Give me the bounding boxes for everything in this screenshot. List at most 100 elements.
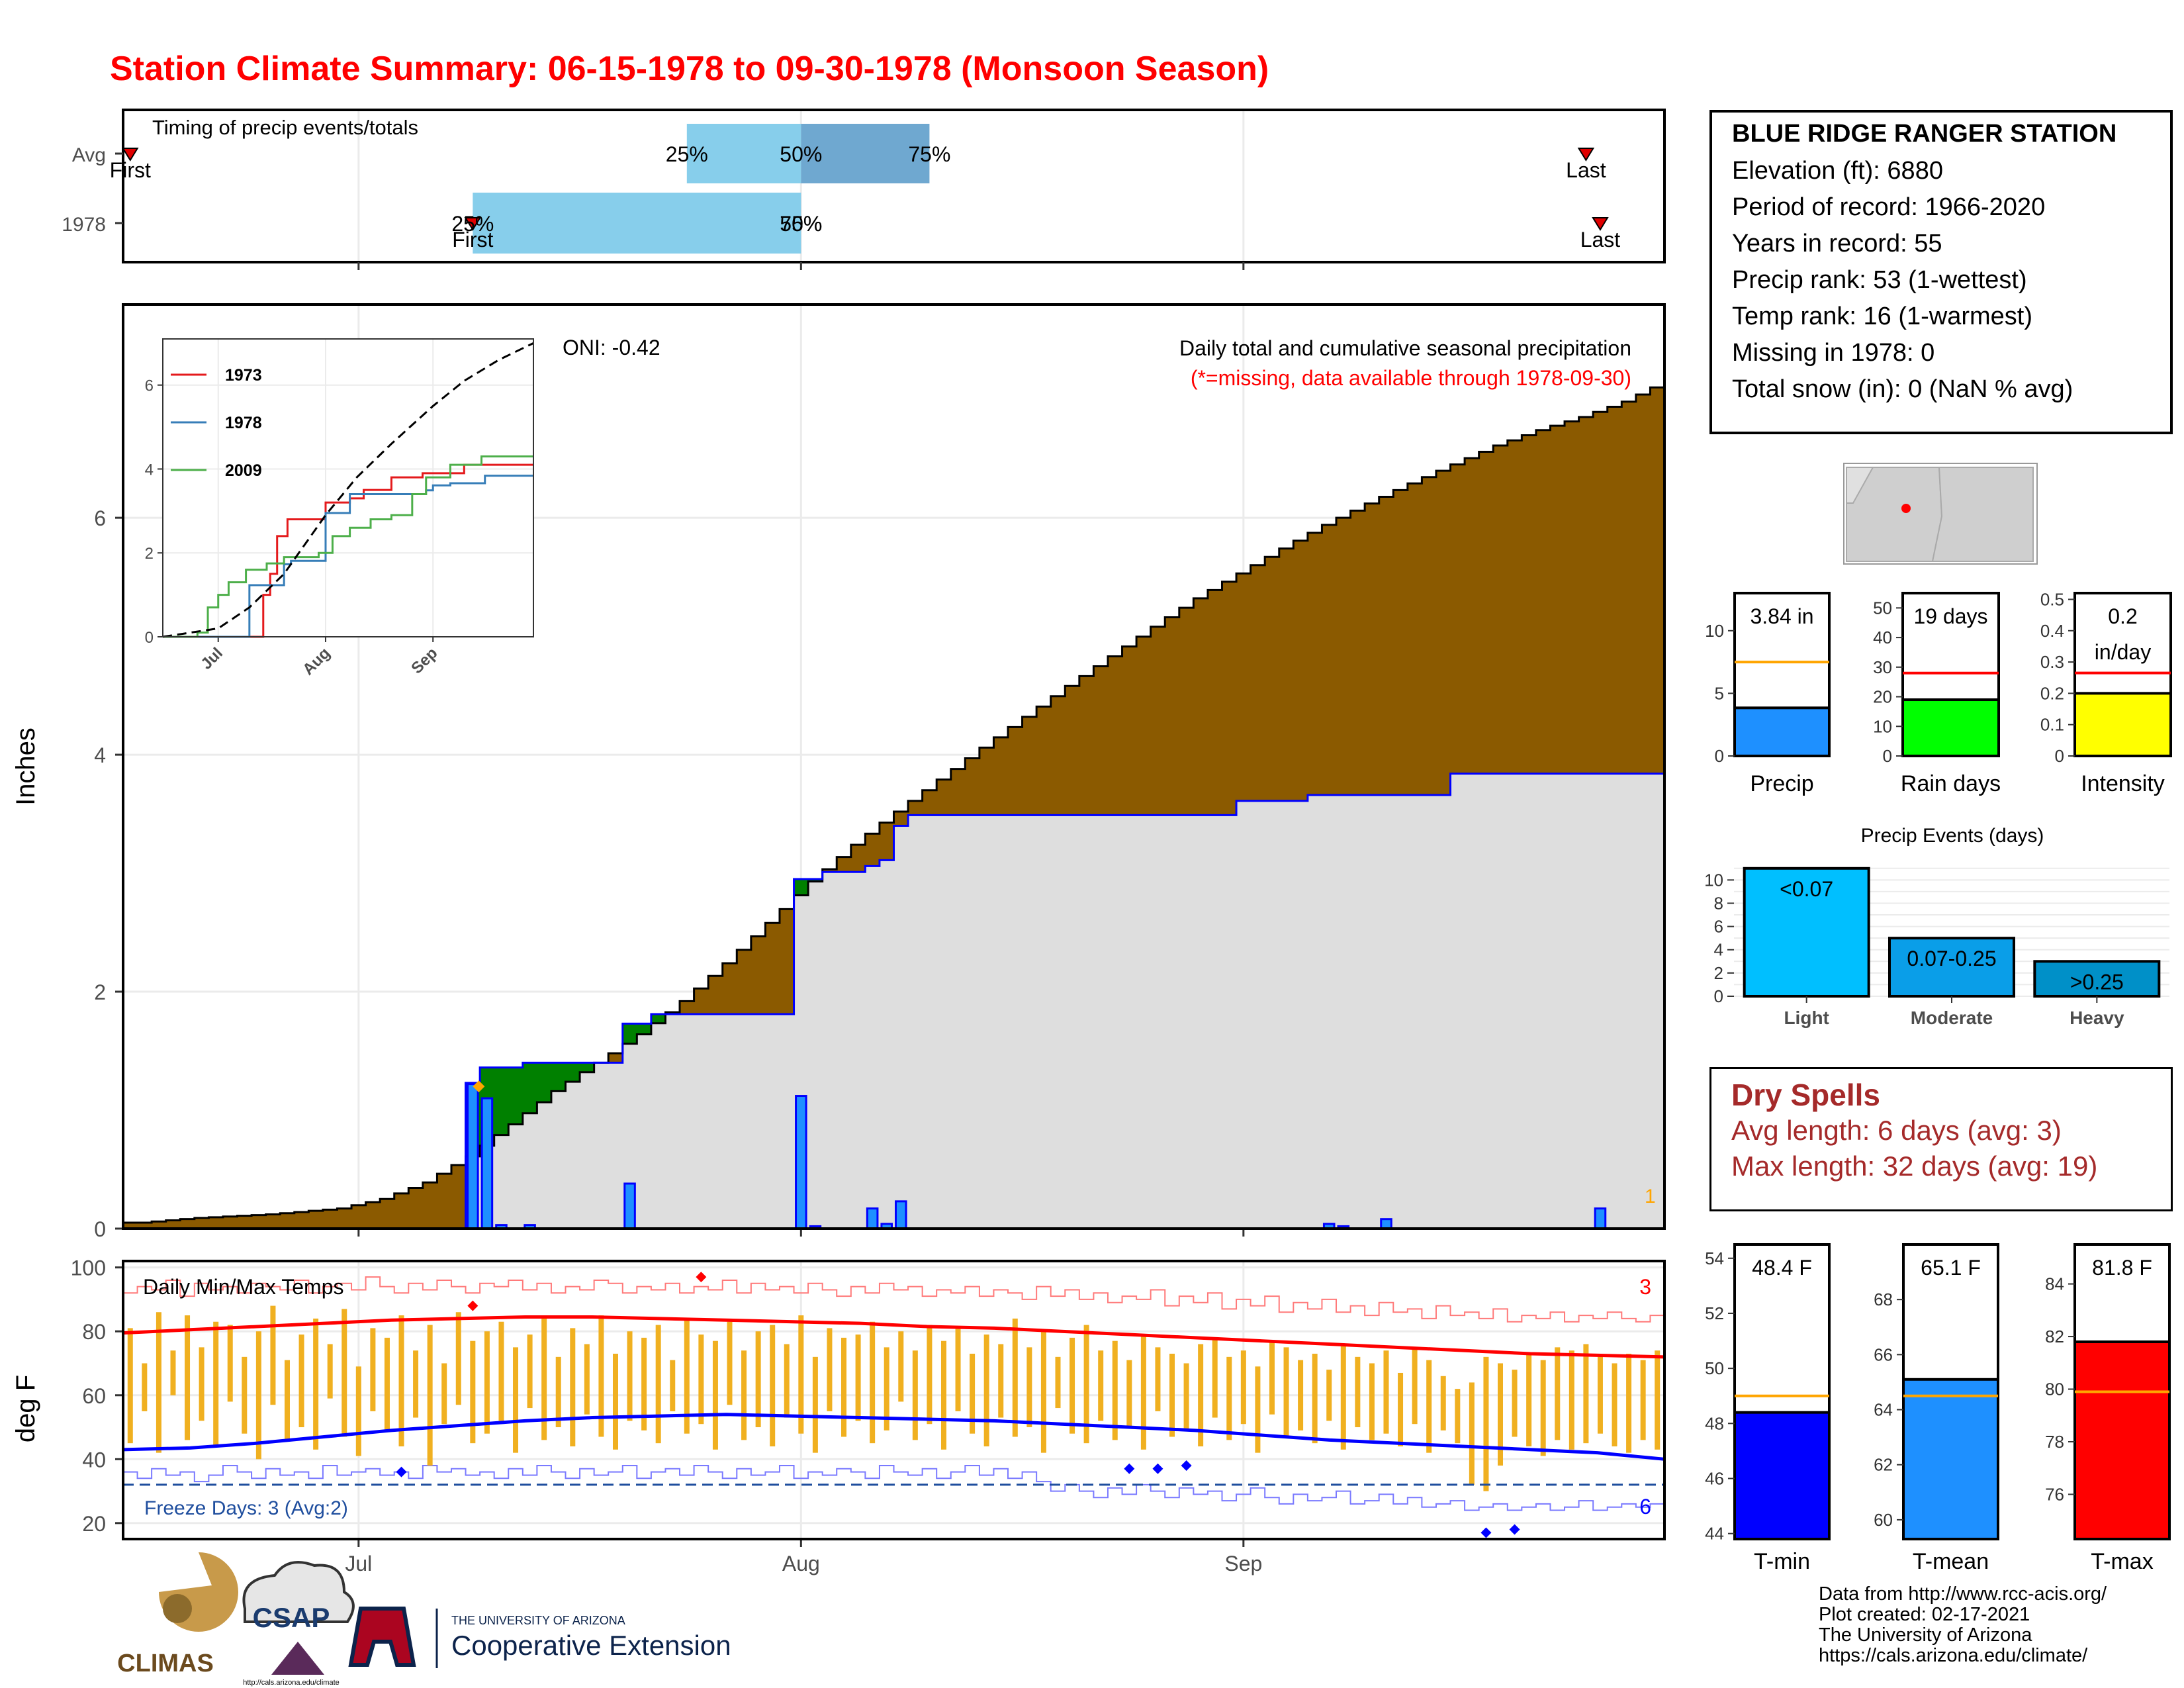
daily-temp-range-bar <box>298 1335 304 1428</box>
daily-temp-range-bar <box>627 1331 633 1421</box>
temp-x-tick-label: Jul <box>345 1552 372 1575</box>
daily-temp-range-bar <box>970 1354 976 1434</box>
daily-temp-range-bar <box>927 1325 933 1425</box>
daily-temp-range-bar <box>827 1328 833 1411</box>
gauge-rain-days-tick-label: 10 <box>1873 716 1892 736</box>
precip-subtitle: (*=missing, data available through 1978-… <box>1191 366 1631 390</box>
daily-temp-range-bar <box>213 1321 219 1446</box>
station-precip-rank: Precip rank: 53 (1-wettest) <box>1732 266 2027 294</box>
gauge-precip-tick-label: 10 <box>1705 621 1724 641</box>
gauge-tmean-value: 65.1 F <box>1921 1256 1981 1280</box>
events-y-tick-label: 8 <box>1714 893 1723 913</box>
daily-precip-bar <box>1380 1218 1392 1230</box>
daily-temp-range-bar <box>1126 1360 1132 1428</box>
gauge-tmean-tick-label: 68 <box>1874 1289 1893 1309</box>
temp-count-high: 3 <box>1639 1275 1651 1299</box>
gauge-precip-tick-label: 0 <box>1715 746 1724 766</box>
daily-temp-range-bar <box>1298 1360 1304 1430</box>
daily-temp-range-bar <box>1026 1347 1032 1428</box>
daily-precip-bar <box>480 1097 494 1230</box>
gauge-tmax-value: 81.8 F <box>2092 1256 2152 1280</box>
station-temp-rank: Temp rank: 16 (1-warmest) <box>1732 303 2033 330</box>
daily-precip-bar <box>895 1200 907 1230</box>
station-years: Years in record: 55 <box>1732 230 1942 258</box>
daily-temp-range-bar <box>841 1337 847 1437</box>
daily-precip-bar <box>866 1207 879 1230</box>
daily-temp-range-bar <box>541 1318 547 1440</box>
timing-row-label-Avg: Avg <box>72 144 106 166</box>
gauge-tmin-tick-label: 48 <box>1705 1413 1724 1433</box>
dry-spells-box: Dry Spells Avg length: 6 days (avg: 3) M… <box>1709 1067 2173 1211</box>
gauge-precip-tick-label: 5 <box>1715 683 1724 703</box>
map-state-nm <box>1931 467 2034 562</box>
daily-temp-range-bar <box>1440 1376 1446 1430</box>
gauge-rain-days-tick-label: 30 <box>1873 657 1892 677</box>
events-y-tick-label: 6 <box>1714 917 1723 937</box>
daily-temp-range-bar <box>555 1356 561 1428</box>
events-y-tick-label: 4 <box>1714 940 1723 960</box>
events-y-tick-label: 2 <box>1714 963 1723 983</box>
daily-temp-range-bar <box>1412 1347 1418 1425</box>
inset-frame <box>162 338 534 637</box>
gauge-intensity-tick-label: 0.3 <box>2040 652 2064 672</box>
daily-temp-range-bar <box>1312 1354 1318 1444</box>
events-y-tick-label: 0 <box>1714 986 1723 1006</box>
station-snow: Total snow (in): 0 (NaN % avg) <box>1732 375 2073 403</box>
inset-avg-line <box>162 342 534 638</box>
events-category-label: Moderate <box>1911 1008 1993 1028</box>
gauge-tmin-label: T-min <box>1754 1549 1810 1574</box>
credit-university: The University of Arizona <box>1819 1624 2032 1646</box>
daily-temp-range-bar <box>255 1331 261 1460</box>
daily-temp-range-bar <box>884 1347 889 1430</box>
precip-panel-frame <box>122 303 1666 1230</box>
gauge-intensity-tick-label: 0.1 <box>2040 715 2064 735</box>
daily-temp-range-bar <box>242 1356 248 1434</box>
temp-y-tick-label: 100 <box>71 1256 106 1280</box>
inset-line-1978 <box>163 475 533 638</box>
gauge-tmax-tick-label: 80 <box>2045 1380 2064 1399</box>
gauge-intensity-label: Intensity <box>2081 771 2165 796</box>
daily-temp-range-bar <box>741 1350 747 1440</box>
daily-temp-range-bar <box>370 1328 376 1411</box>
daily-temp-range-bar <box>156 1312 161 1453</box>
ua-logo-big-text: Cooperative Extension <box>451 1630 731 1661</box>
csap-logo-cloud <box>242 1561 355 1623</box>
credit-data-source: Data from http://www.rcc-acis.org/ <box>1819 1583 2107 1605</box>
daily-temp-range-bar <box>983 1335 989 1446</box>
inset-legend-label: 1973 <box>225 366 262 385</box>
gauge-intensity-tick-label: 0.5 <box>2040 589 2064 609</box>
inset-y-tick-label: 2 <box>145 545 154 563</box>
daily-temp-range-bar <box>1640 1360 1646 1440</box>
gauge-intensity-value: 0.2 <box>2108 604 2137 628</box>
daily-temp-range-bar <box>1012 1318 1018 1437</box>
daily-temp-range-bar <box>1569 1350 1574 1450</box>
daily-temp-range-bar <box>998 1344 1004 1418</box>
precip-y-tick-label: 2 <box>94 980 106 1004</box>
ua-logo-a <box>348 1607 416 1667</box>
daily-temp-range-bar <box>427 1325 433 1466</box>
timing-bar-q25-q50 <box>473 193 801 254</box>
gauge-rain-days-tick-label: 0 <box>1883 746 1892 766</box>
timing-row-label-1978: 1978 <box>62 214 106 236</box>
daily-temp-range-bar <box>912 1350 918 1440</box>
inset-y-tick-label: 0 <box>145 629 154 647</box>
precip-corner-count: 1 <box>1645 1186 1656 1207</box>
record-low-marker <box>1124 1463 1135 1474</box>
gauge-intensity-bar <box>2073 692 2172 758</box>
oni-label: ONI: -0.42 <box>563 336 660 359</box>
gauge-tmean-bar <box>1902 1378 1999 1541</box>
events-y-tick-label: 10 <box>1704 870 1723 890</box>
inset-y-tick-label: 6 <box>145 377 154 395</box>
daily-precip-bar <box>467 1083 479 1230</box>
inset-legend-label: 1978 <box>225 414 262 432</box>
daily-temp-range-bar <box>1369 1363 1375 1440</box>
daily-temp-range-bar <box>355 1366 361 1456</box>
daily-temp-range-bar <box>227 1325 233 1402</box>
daily-temp-range-bar <box>455 1312 461 1405</box>
daily-temp-range-bar <box>1597 1356 1603 1434</box>
credit-url: https://cals.arizona.edu/climate/ <box>1819 1645 2088 1666</box>
record-low-marker <box>1152 1463 1163 1474</box>
daily-temp-range-bar <box>940 1340 946 1450</box>
record-high-line <box>123 1276 1664 1323</box>
